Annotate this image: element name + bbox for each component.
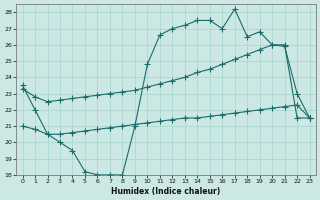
X-axis label: Humidex (Indice chaleur): Humidex (Indice chaleur)	[111, 187, 221, 196]
